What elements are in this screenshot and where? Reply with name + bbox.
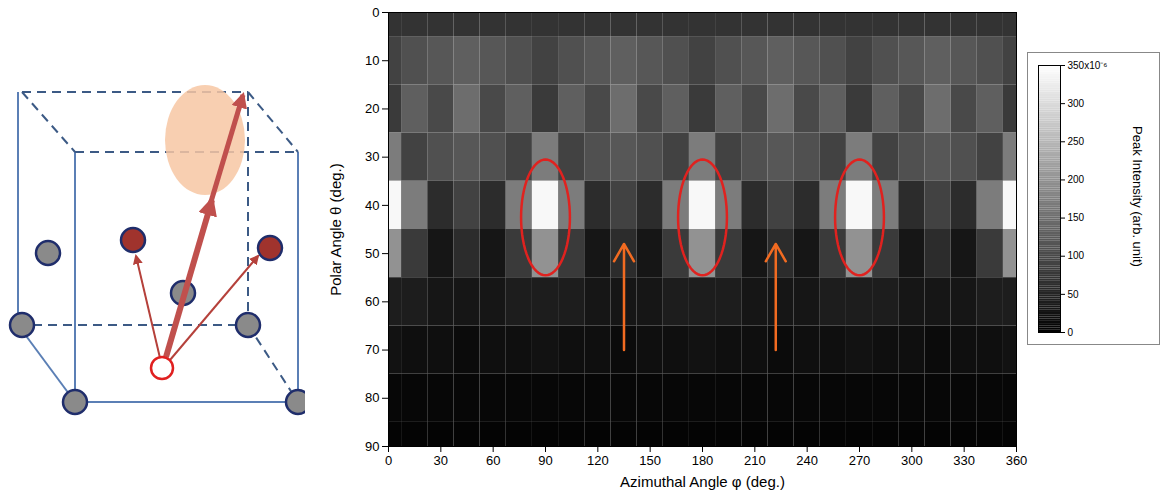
svg-text:50: 50 [1068, 289, 1080, 300]
svg-text:120: 120 [587, 453, 609, 468]
svg-text:Polar Angle θ (deg.): Polar Angle θ (deg.) [327, 163, 344, 296]
svg-text:60: 60 [486, 453, 500, 468]
svg-text:150: 150 [639, 453, 661, 468]
svg-text:300: 300 [1068, 98, 1085, 109]
svg-text:180: 180 [692, 453, 714, 468]
svg-text:0: 0 [1068, 327, 1074, 338]
svg-text:60: 60 [365, 294, 379, 309]
svg-text:330: 330 [953, 453, 975, 468]
svg-text:40: 40 [365, 198, 379, 213]
svg-text:30: 30 [365, 149, 379, 164]
svg-text:270: 270 [849, 453, 871, 468]
svg-text:Azimuthal Angle φ (deg.): Azimuthal Angle φ (deg.) [620, 473, 785, 490]
svg-text:20: 20 [365, 101, 379, 116]
svg-text:70: 70 [365, 342, 379, 357]
svg-text:300: 300 [901, 453, 923, 468]
svg-text:100: 100 [1068, 250, 1085, 261]
svg-text:150: 150 [1068, 212, 1085, 223]
svg-text:250: 250 [1068, 136, 1085, 147]
svg-text:350x10⁻⁶: 350x10⁻⁶ [1068, 60, 1108, 71]
html-text:Peak Intensity (arb. unit): Peak Intensity (arb. unit) [1130, 126, 1145, 267]
svg-text:10: 10 [365, 53, 379, 68]
svg-text:210: 210 [744, 453, 766, 468]
svg-text:240: 240 [796, 453, 818, 468]
svg-text:0: 0 [372, 5, 379, 20]
svg-text:50: 50 [365, 246, 379, 261]
svg-text:30: 30 [434, 453, 448, 468]
svg-text:200: 200 [1068, 174, 1085, 185]
svg-text:0: 0 [385, 453, 392, 468]
svg-text:90: 90 [365, 439, 379, 454]
svg-text:90: 90 [538, 453, 552, 468]
svg-text:80: 80 [365, 390, 379, 405]
svg-text:360: 360 [1006, 453, 1028, 468]
